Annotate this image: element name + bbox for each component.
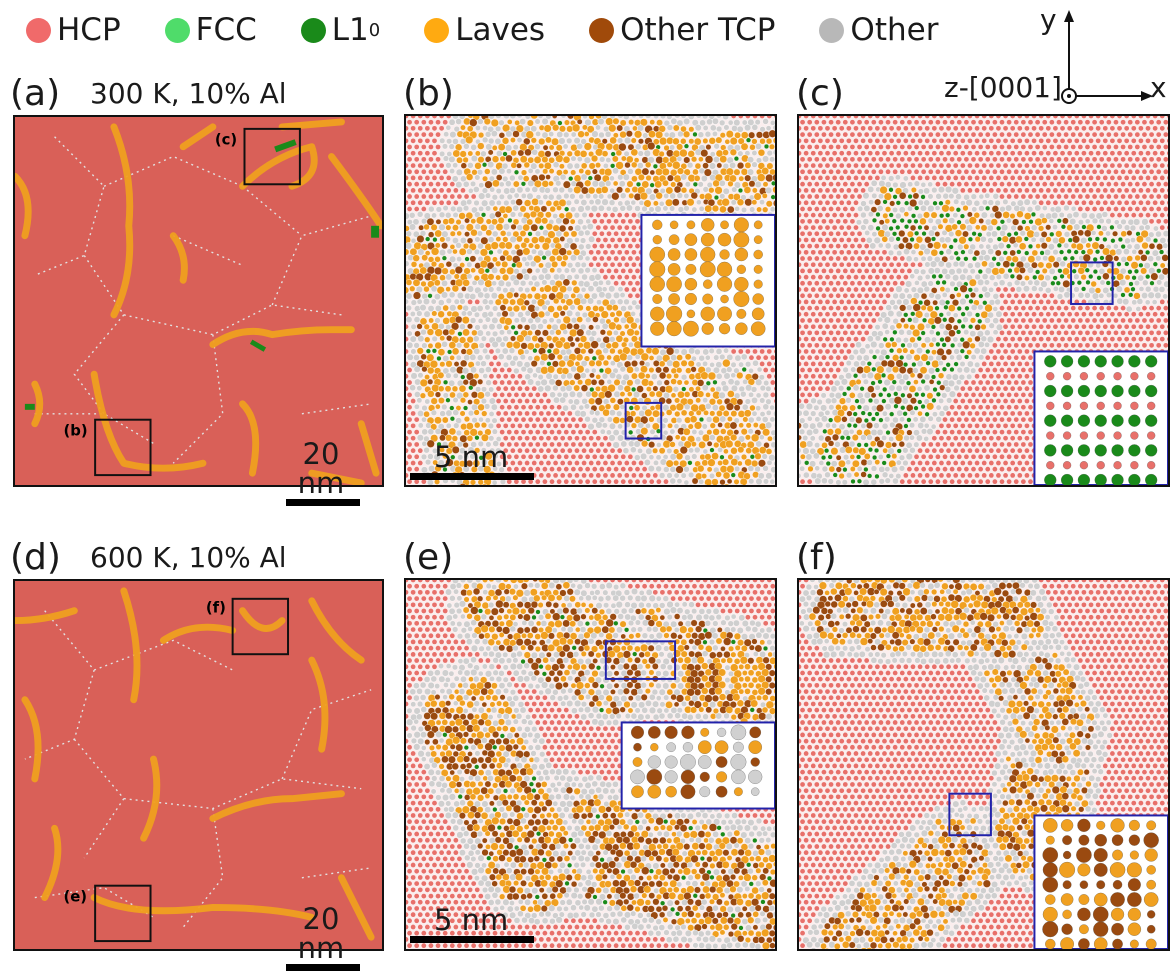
panel-a-svg: (c) (b) bbox=[15, 117, 382, 485]
panel-d-inset-f-label: (f) bbox=[206, 600, 226, 617]
legend-label-other-tcp: Other TCP bbox=[620, 12, 775, 48]
panel-a-tag: (a) bbox=[10, 76, 60, 112]
legend-label-laves: Laves bbox=[455, 12, 545, 48]
panel-f-svg bbox=[799, 580, 1168, 949]
panel-d-scalebar: 20 nm bbox=[276, 905, 366, 971]
panel-b-svg bbox=[406, 116, 775, 485]
panel-c-svg bbox=[799, 116, 1168, 485]
legend-dot-other-tcp bbox=[589, 18, 614, 43]
axis-indicator: y x z-[0001] bbox=[940, 0, 1173, 110]
panel-b-atom-view bbox=[404, 114, 777, 487]
panel-b-tag: (b) bbox=[403, 76, 454, 112]
panel-f-atom-view bbox=[797, 578, 1170, 951]
panel-d-tag: (d) bbox=[10, 540, 61, 576]
panel-d-caption: 600 K, 10% Al bbox=[90, 544, 287, 572]
legend-label-hcp: HCP bbox=[57, 12, 121, 48]
panel-b-scale-bar bbox=[410, 473, 534, 480]
panel-c-tag: (c) bbox=[796, 76, 844, 112]
panel-a-scalebar: 20 nm bbox=[276, 440, 366, 506]
panel-e-svg bbox=[406, 580, 775, 949]
panel-a-scale-bar bbox=[286, 499, 360, 506]
panel-e-scale-bar bbox=[410, 936, 534, 943]
panel-e-scale-text: 5 nm bbox=[410, 906, 540, 935]
panel-a-inset-c-label: (c) bbox=[215, 132, 237, 149]
panel-e-atom-view bbox=[404, 578, 777, 951]
legend-label-l10: L1 bbox=[332, 12, 369, 48]
panel-c-atom-view bbox=[797, 114, 1170, 487]
panel-f-tag: (f) bbox=[796, 540, 837, 576]
panel-b-scale-text: 5 nm bbox=[410, 443, 540, 472]
legend-label-l10-sub: 0 bbox=[369, 20, 380, 41]
axis-x-label: x bbox=[1150, 74, 1167, 102]
legend-dot-l10 bbox=[301, 18, 326, 43]
panel-d-svg: (f) (e) bbox=[15, 581, 382, 949]
panel-e-tag: (e) bbox=[403, 540, 453, 576]
panel-a-inset-b-label: (b) bbox=[63, 423, 87, 440]
legend-dot-other bbox=[819, 18, 844, 43]
legend-label-fcc: FCC bbox=[196, 12, 257, 48]
axis-y-label: y bbox=[1040, 6, 1057, 34]
legend-item-other-tcp: Other TCP bbox=[589, 12, 775, 48]
legend-item-laves: Laves bbox=[424, 12, 545, 48]
panel-d-grain-map: (f) (e) bbox=[13, 579, 384, 951]
legend-label-other: Other bbox=[850, 12, 938, 48]
legend-dot-fcc bbox=[165, 18, 190, 43]
panel-b-scalebar: 5 nm bbox=[410, 443, 540, 480]
legend-item-other: Other bbox=[819, 12, 938, 48]
panel-d-inset-e-label: (e) bbox=[63, 889, 87, 906]
legend-dot-laves bbox=[424, 18, 449, 43]
panel-e-scalebar: 5 nm bbox=[410, 906, 540, 943]
panel-a-grain-map: (c) (b) bbox=[13, 115, 384, 487]
legend-item-fcc: FCC bbox=[165, 12, 257, 48]
panel-d-scale-bar bbox=[286, 964, 360, 971]
panel-a-caption: 300 K, 10% Al bbox=[90, 80, 287, 108]
panel-a-scale-text: 20 nm bbox=[276, 440, 366, 498]
axis-z-label: z-[0001] bbox=[944, 74, 1062, 102]
legend-item-hcp: HCP bbox=[26, 12, 121, 48]
panel-d-scale-text: 20 nm bbox=[276, 905, 366, 963]
legend-dot-hcp bbox=[26, 18, 51, 43]
